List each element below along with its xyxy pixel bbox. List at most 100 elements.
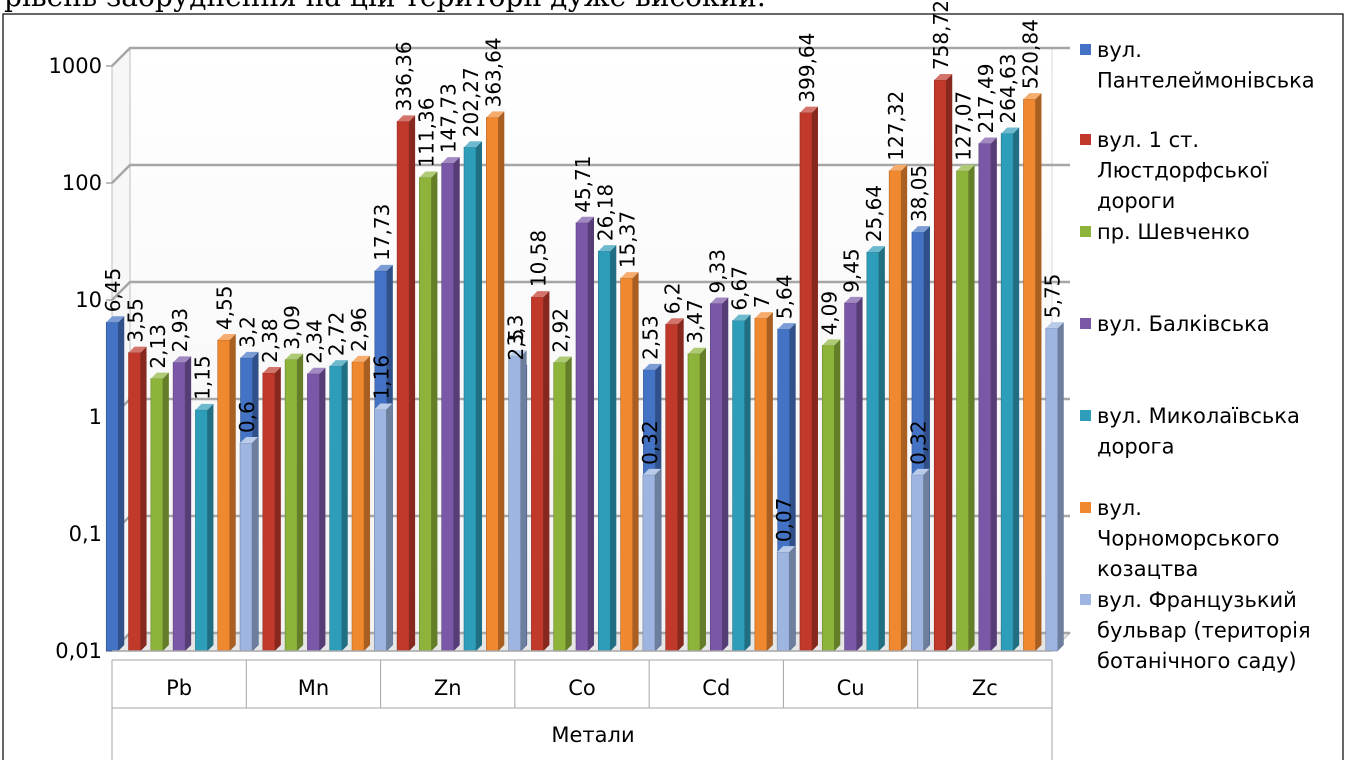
data-label: 4,09 [817,291,841,336]
data-label: 3,2 [236,316,260,348]
legend-label: вул. Чорноморського козацтва [1097,496,1280,581]
data-label: 5,75 [1041,274,1065,319]
data-label: 1,16 [369,355,393,400]
bar [754,312,773,652]
data-label: 2,92 [549,308,573,353]
bar [844,296,863,652]
bar [1045,322,1064,652]
bar [575,216,594,652]
x-axis: Pb Mn Zn Co Cd Cu Zc [111,650,1053,760]
data-label: 6,67 [728,266,752,311]
legend-label: вул. 1 ст. Люстдорфської дороги [1097,128,1268,213]
data-label: 2,72 [325,312,349,357]
data-label: 2,93 [168,308,192,353]
y-tick-label: 1000 [49,54,102,78]
legend-swatch [1080,134,1091,145]
data-label: 9,33 [705,249,729,294]
data-label: 3,09 [280,305,304,350]
bar [642,468,661,652]
data-label: 202,27 [459,67,483,137]
x-tick-label: Zc [972,676,998,700]
bar [441,157,460,652]
bar [105,316,125,652]
y-tick-label: 100 [62,171,102,195]
legend-swatch [1080,502,1091,513]
data-label: 4,55 [213,285,237,330]
legend-entry: вул. Пантелеймонівська [1080,38,1315,93]
x-tick-label: Zn [434,676,462,700]
data-label: 2,13 [146,324,170,369]
chart-frame [2,13,1344,760]
data-label: 2,53 [638,315,662,360]
x-tick-label: Mn [298,676,329,700]
data-label: 0,32 [906,420,930,465]
data-label: 336,36 [392,41,416,111]
bar [217,334,236,652]
bar [732,314,751,652]
bar [597,245,617,652]
legend-swatch [1080,44,1091,55]
bar [799,106,818,652]
legend-entry: вул. Миколаївська дорога [1080,404,1300,459]
bar [486,111,505,652]
data-label: 7 [750,295,774,308]
legend-label: вул. Французький бульвар (територія ботані… [1097,588,1311,673]
y-axis-tick-labels: 0,01 0,1 1 10 100 1000 [49,54,102,663]
legend-entry: вул. 1 ст. Люстдорфської дороги [1080,128,1268,213]
bar [911,468,930,652]
data-label: 399,64 [795,33,819,103]
bar [866,246,885,652]
data-label: 2,5 [504,329,528,361]
data-label: 2,96 [347,307,371,352]
bar [351,355,371,652]
bar [665,318,684,652]
data-label: 127,07 [952,91,976,161]
top-text: рівень забруднення на цій території дуже… [4,0,766,13]
bar [262,366,281,652]
legend-swatch [1080,318,1091,329]
data-label: 147,73 [437,83,461,153]
data-label: 15,37 [616,211,640,268]
data-label: 6,2 [661,282,685,314]
bar [888,164,908,652]
bar [821,339,841,652]
bar [195,403,214,652]
data-label: 758,72 [929,0,953,70]
bar [531,291,550,652]
bar [239,436,259,652]
legend-entry: вул. Балківська [1080,312,1270,336]
gridline [111,280,1070,301]
y-tick-label: 10 [75,288,102,312]
data-label: 3,47 [683,299,707,344]
bar [396,115,416,652]
data-label: 363,64 [481,37,505,107]
legend-entry: вул. Французький бульвар (територія ботані… [1080,588,1311,673]
data-label: 25,64 [862,185,886,242]
bar [419,171,438,652]
gridline [111,46,1070,67]
legend-label: вул. Миколаївська дорога [1097,404,1300,459]
bar [776,546,796,652]
data-label: 1,15 [190,355,214,400]
bar [284,353,304,652]
data-label: 10,58 [526,230,550,287]
data-label: 264,63 [996,54,1020,124]
data-label: 2,34 [302,319,326,364]
legend-label: вул. Балківська [1097,312,1270,336]
bar [687,347,706,652]
x-tick-label: Cu [837,676,865,700]
bar [150,372,169,652]
data-label: 5,64 [773,275,797,320]
data-label: 127,32 [884,91,908,161]
legend-entry: пр. Шевченко [1080,220,1250,244]
bar [620,272,639,652]
data-label: 0,32 [638,420,662,465]
bar [553,356,572,652]
x-axis-title: Метали [551,723,634,747]
data-label: 45,71 [571,156,595,213]
data-label: 26,18 [593,184,617,241]
legend-swatch [1080,594,1091,605]
x-tick-label: Cd [702,676,730,700]
bar [956,164,975,652]
data-label: 3,55 [124,298,148,343]
